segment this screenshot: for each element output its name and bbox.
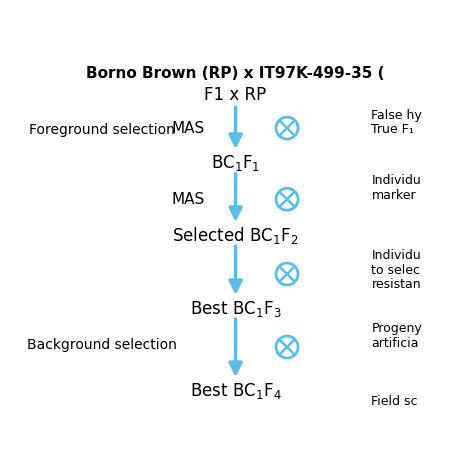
Text: True F₁: True F₁ (372, 123, 414, 137)
Text: Progeny: Progeny (372, 322, 422, 335)
Text: F1 x RP: F1 x RP (204, 86, 267, 104)
Text: Borno Brown (RP) x IT97K-499-35 (: Borno Brown (RP) x IT97K-499-35 ( (86, 66, 385, 81)
Text: $\mathrm{Best\ BC_1F_4}$: $\mathrm{Best\ BC_1F_4}$ (190, 381, 282, 401)
Text: $\mathrm{BC_1F_1}$: $\mathrm{BC_1F_1}$ (211, 153, 260, 173)
Text: MAS: MAS (171, 120, 204, 136)
Text: Foreground selection: Foreground selection (28, 123, 174, 137)
Text: artificia: artificia (372, 337, 419, 350)
Text: MAS: MAS (171, 191, 204, 207)
Text: marker: marker (372, 189, 416, 202)
Text: resistan: resistan (372, 279, 421, 292)
Text: Background selection: Background selection (27, 338, 176, 352)
Text: to selec: to selec (372, 264, 420, 277)
Text: $\mathrm{Best\ BC_1F_3}$: $\mathrm{Best\ BC_1F_3}$ (190, 299, 282, 319)
Text: Field sc: Field sc (372, 395, 418, 408)
Text: False hy: False hy (372, 109, 422, 122)
Text: $\mathrm{Selected\ BC_1F_2}$: $\mathrm{Selected\ BC_1F_2}$ (173, 225, 299, 246)
Text: Individu: Individu (372, 174, 421, 188)
Text: Individu: Individu (372, 249, 421, 262)
